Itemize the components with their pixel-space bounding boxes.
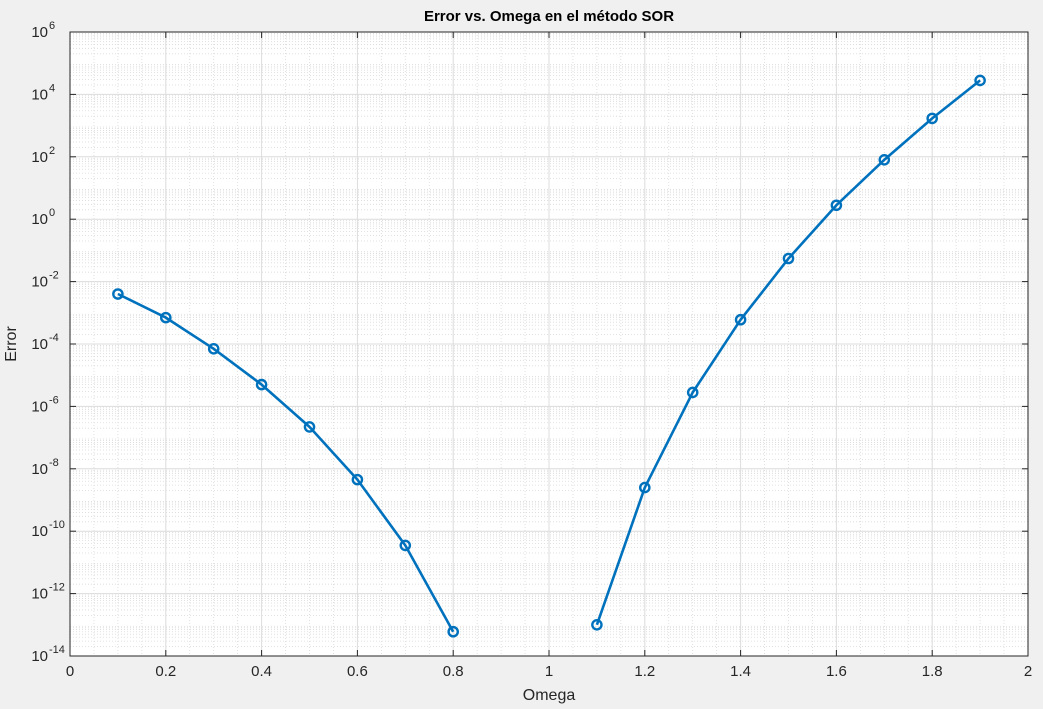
- y-tick-label: 10: [31, 86, 48, 103]
- y-tick-label: 10: [31, 274, 48, 291]
- data-point: [207, 343, 220, 355]
- y-tick-exponent: -8: [49, 457, 59, 469]
- y-tick-exponent: 2: [49, 145, 55, 157]
- y-tick-label: 10: [31, 24, 48, 41]
- x-tick-label: 0.8: [443, 663, 464, 680]
- series-layer: [112, 74, 986, 638]
- y-tick-exponent: 6: [49, 20, 55, 32]
- x-tick-label: 0.6: [347, 663, 368, 680]
- y-tick-exponent: -6: [49, 394, 59, 406]
- y-tick-label: 10: [31, 586, 48, 603]
- x-tick-label: 1: [545, 663, 553, 680]
- series-line-2: [595, 79, 981, 626]
- x-tick-label: 2: [1024, 663, 1032, 680]
- y-tick-label: 10: [31, 211, 48, 228]
- x-tick-label: 1.6: [826, 663, 847, 680]
- data-point: [639, 481, 651, 494]
- y-axis-label: Error: [3, 326, 20, 362]
- y-tick-label: 10: [31, 461, 48, 478]
- data-point: [303, 421, 316, 433]
- data-point: [112, 288, 124, 300]
- y-tick-exponent: -2: [49, 270, 59, 282]
- data-point: [926, 112, 939, 125]
- y-tick-label: 10: [31, 336, 48, 353]
- y-tick-label: 10: [31, 149, 48, 166]
- y-tick-label: 10: [31, 648, 48, 665]
- data-point: [591, 619, 603, 631]
- x-tick-label: 0: [66, 663, 74, 680]
- y-tick-exponent: -14: [49, 644, 65, 656]
- data-point: [878, 154, 891, 166]
- y-tick-exponent: 0: [49, 207, 55, 219]
- y-tick-label: 10: [31, 398, 48, 415]
- x-tick-label: 1.2: [634, 663, 655, 680]
- y-tick-exponent: -10: [49, 519, 65, 531]
- chart-title: Error vs. Omega en el método SOR: [424, 8, 674, 25]
- y-tick-label: 10: [31, 523, 48, 540]
- y-tick-exponent: -4: [49, 332, 59, 344]
- x-axis-ticks: 0 0.2 0.4 0.6 0.8 1 1.2 1.4 1.6 1.8 2: [66, 32, 1032, 680]
- data-point: [399, 539, 412, 552]
- data-point: [255, 378, 268, 391]
- y-tick-exponent: 4: [49, 82, 55, 94]
- series-line-1: [117, 292, 455, 633]
- x-axis-label: Omega: [523, 687, 576, 704]
- data-point: [782, 252, 795, 265]
- x-tick-label: 1.8: [922, 663, 943, 680]
- data-point: [351, 473, 364, 486]
- x-tick-label: 1.4: [730, 663, 751, 680]
- data-point: [686, 386, 699, 399]
- data-point: [734, 313, 747, 326]
- x-tick-label: 0.2: [155, 663, 176, 680]
- data-point: [159, 311, 172, 324]
- data-point: [447, 625, 460, 638]
- data-point: [974, 74, 986, 87]
- x-tick-label: 0.4: [251, 663, 272, 680]
- y-tick-exponent: -12: [49, 582, 65, 594]
- data-point: [830, 199, 843, 212]
